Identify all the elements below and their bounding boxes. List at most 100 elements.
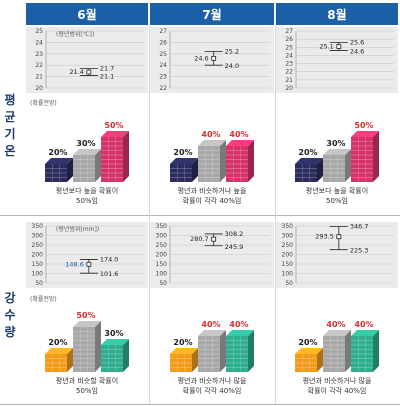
y-tick-label: 300 [282,233,294,240]
range-chart-svg: 20 21 22 23 24 25 21.721.1 21.4 [35,28,144,92]
y-tick-label: 24 [159,62,167,69]
row-label-char: 균 [4,110,16,124]
range-mean-marker [211,55,217,61]
stack-side-face [248,140,254,182]
forecast-caption-line: 평년과 비슷하거나 많을 [302,377,372,385]
y-tick-label: 26 [159,39,167,46]
range-mean-label: 25.1 [319,42,333,50]
range-mean-marker [336,234,342,240]
range-low-label: 24.0 [225,62,239,70]
temp-range-panel-jul: 22 23 24 25 26 27 25.2 24.0 24.6 [150,27,274,93]
range-chart-svg: 50 100 150 200 250 300 350 308.2 245.9 280.7 [156,223,270,287]
stack-top-face [323,149,351,155]
stack-top-face [101,339,129,345]
row-label-char: 량 [4,325,16,339]
y-tick-label: 300 [32,233,44,240]
stack-side-face [373,131,379,182]
stack-front-face [101,137,123,182]
precip-range-panel-jun: (평년범위[mm]) 50 100 150 200 250 300 350 174.0 101.… [26,222,148,288]
month-header-jun: 6월 [26,3,148,25]
stack-side-face [192,158,198,182]
stack-top-face [45,158,73,164]
stack-side-face [317,158,323,182]
precip-forecast-jul: 20% 40% 40% 평년과 비슷하거나 많을 확률이 각각 40%임 [150,305,274,403]
row-label-char: 수 [4,308,16,322]
temp-range-panel-aug: 20 21 22 23 24 25 26 27 25.6 24.6 25.1 [276,27,398,93]
section-divider [0,215,400,216]
stack-front-face [351,137,373,182]
y-tick-label: 200 [282,252,294,259]
y-tick-label: 26 [285,36,293,43]
range-low-label: 245.9 [225,243,244,251]
temp-forecast-aug: 20% 30% 50% 평년보다 높을 확률이 50%임 [276,110,398,210]
forecast-percent-label: 40% [229,320,248,329]
precip-range-panel-jul: 50 100 150 200 250 300 350 308.2 245.9 280.7 [150,222,274,288]
y-tick-label: 22 [35,62,43,69]
range-mean-marker [86,69,92,75]
stack-side-face [345,149,351,182]
stack-front-face [45,354,67,372]
y-tick-label: 25 [159,51,167,58]
forecast-stack-svg: 20% 40% 40% [295,320,379,372]
stack-side-face [192,348,198,372]
forecast-caption-line: 평년과 비슷할 확률이 [55,377,119,385]
y-tick-label: 25 [35,28,43,35]
stack-front-face [226,146,248,182]
forecast-stack-svg: 20% 40% 40% [170,130,254,182]
y-tick-label: 24 [285,52,293,59]
stack-side-face [123,339,129,372]
forecast-caption: 평년과 비슷하거나 많을 확률이 각각 40%임 [277,376,397,396]
stack-side-face [373,330,379,372]
range-mean-label: 21.4 [69,68,83,76]
stack-side-face [317,348,323,372]
forecast-caption-line: 50%임 [76,387,98,395]
range-mean-label: 148.6 [65,260,84,268]
forecast-percent-label: 50% [104,121,123,130]
range-low-label: 101.6 [100,270,119,278]
row-label-char: 온 [4,144,16,158]
forecast-percent-label: 20% [298,338,317,347]
y-tick-label: 21 [35,74,43,81]
y-tick-label: 200 [32,252,44,259]
y-tick-label: 250 [32,242,44,249]
forecast-stack-svg: 20% 40% 40% [170,320,254,372]
month-header-aug-label: 8월 [327,7,347,22]
temp-forecast-jul: 20% 40% 40% 평년과 비슷하거나 높을 확률이 각각 40%임 [150,110,274,210]
range-mean-label: 24.6 [194,54,208,62]
stack-top-face [323,330,351,336]
y-tick-label: 22 [285,69,293,76]
y-tick-label: 23 [285,61,293,68]
forecast-caption: 평년과 비슷할 확률이 50%임 [27,376,147,396]
stack-top-face [351,131,379,137]
range-mean-label: 280.7 [190,235,209,243]
y-tick-label: 200 [156,252,168,259]
forecast-percent-label: 20% [173,338,192,347]
stack-top-face [45,348,73,354]
y-tick-label: 250 [282,242,294,249]
precip-forecast-aug: 20% 40% 40% 평년과 비슷하거나 많을 확률이 각각 40%임 [276,305,398,403]
stack-side-face [220,330,226,372]
stack-top-face [198,330,226,336]
y-tick-label: 27 [285,28,293,35]
stack-front-face [170,354,192,372]
range-high-label: 25.6 [350,38,364,46]
stack-front-face [73,327,95,372]
column-separator [275,26,276,404]
stack-front-face [45,164,67,182]
forecast-caption: 평년보다 높을 확률이 50%임 [277,186,397,206]
bottom-divider [0,404,400,405]
precip-range-panel-aug: 50 100 150 200 250 300 350 346.7 225.3 293.5 [276,222,398,288]
stack-top-face [226,330,254,336]
forecast-percent-label: 40% [201,320,220,329]
forecast-caption: 평년보다 높을 확률이 50%임 [27,186,147,206]
stack-side-face [67,158,73,182]
stack-front-face [323,336,345,372]
month-header-jun-label: 6월 [77,7,97,22]
y-tick-label: 100 [282,271,294,278]
forecast-percent-label: 20% [48,338,67,347]
stack-side-face [95,321,101,372]
stack-top-face [295,158,323,164]
range-high-label: 25.2 [225,48,239,56]
forecast-percent-label: 20% [173,148,192,157]
